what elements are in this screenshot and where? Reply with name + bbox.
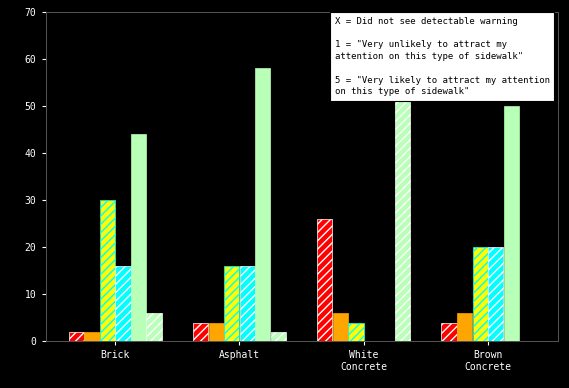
Bar: [69, 332, 84, 341]
Bar: [504, 106, 519, 341]
Bar: [333, 313, 348, 341]
Bar: [100, 200, 115, 341]
Bar: [193, 322, 208, 341]
Bar: [84, 332, 100, 341]
Bar: [255, 68, 270, 341]
Bar: [348, 322, 364, 341]
Bar: [224, 266, 240, 341]
Bar: [146, 313, 162, 341]
Bar: [472, 247, 488, 341]
Bar: [131, 134, 146, 341]
Bar: [442, 322, 457, 341]
Bar: [457, 313, 472, 341]
Bar: [318, 219, 332, 341]
Bar: [209, 322, 224, 341]
Bar: [116, 266, 131, 341]
Text: X = Did not see detectable warning

1 = "Very unlikely to attract my
attention o: X = Did not see detectable warning 1 = "…: [335, 17, 550, 96]
Bar: [240, 266, 255, 341]
Bar: [488, 247, 504, 341]
Bar: [395, 40, 410, 341]
Bar: [271, 332, 286, 341]
